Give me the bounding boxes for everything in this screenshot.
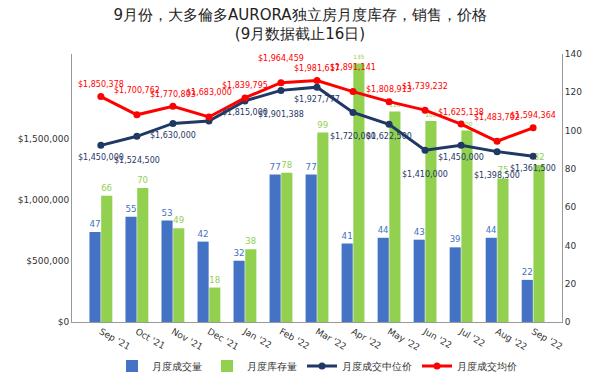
svg-text:44: 44 xyxy=(378,225,389,235)
svg-text:May '22: May '22 xyxy=(386,326,422,352)
svg-text:Feb '22: Feb '22 xyxy=(278,326,311,351)
svg-text:135: 135 xyxy=(353,54,364,60)
svg-text:$1,700,762: $1,700,762 xyxy=(114,86,160,95)
svg-text:月度成交均价: 月度成交均价 xyxy=(457,361,517,372)
svg-text:$1,815,000: $1,815,000 xyxy=(222,108,268,117)
svg-text:39: 39 xyxy=(450,234,461,244)
svg-text:Oct '21: Oct '21 xyxy=(134,326,167,351)
svg-text:$1,927,777: $1,927,777 xyxy=(294,95,340,104)
svg-text:$1,720,000: $1,720,000 xyxy=(330,132,376,141)
svg-text:$1,891,141: $1,891,141 xyxy=(330,63,376,72)
svg-text:110: 110 xyxy=(389,102,400,108)
svg-text:$0: $0 xyxy=(58,317,70,327)
svg-text:$1,683,000: $1,683,000 xyxy=(186,88,232,97)
svg-text:0: 0 xyxy=(565,317,571,327)
svg-text:32: 32 xyxy=(234,248,245,258)
svg-text:$1,770,803: $1,770,803 xyxy=(150,90,196,99)
svg-text:$1,839,795: $1,839,795 xyxy=(222,81,268,90)
svg-text:49: 49 xyxy=(173,215,184,225)
svg-text:$1,483,702: $1,483,702 xyxy=(474,113,520,122)
svg-text:$1,739,232: $1,739,232 xyxy=(402,82,448,91)
svg-text:43: 43 xyxy=(414,227,425,237)
svg-text:$1,981,617: $1,981,617 xyxy=(294,64,340,73)
svg-text:Jun '22: Jun '22 xyxy=(421,326,454,351)
svg-text:105: 105 xyxy=(425,112,436,118)
svg-text:$1,524,500: $1,524,500 xyxy=(114,156,160,165)
svg-text:Sep '22: Sep '22 xyxy=(530,326,564,352)
svg-text:44: 44 xyxy=(486,225,497,235)
svg-text:Jul '22: Jul '22 xyxy=(457,326,487,349)
svg-text:$1,622,500: $1,622,500 xyxy=(366,132,412,141)
svg-text:$500,000: $500,000 xyxy=(26,256,69,266)
svg-text:$1,850,378: $1,850,378 xyxy=(78,80,124,89)
svg-text:月度库存量: 月度库存量 xyxy=(247,361,297,372)
svg-text:Aug '22: Aug '22 xyxy=(494,326,529,352)
svg-text:40: 40 xyxy=(565,241,577,251)
svg-text:$1,398,500: $1,398,500 xyxy=(474,171,520,180)
svg-text:$1,450,000: $1,450,000 xyxy=(438,153,484,162)
svg-text:$1,594,364: $1,594,364 xyxy=(510,111,556,120)
svg-text:77: 77 xyxy=(306,162,317,172)
svg-text:78: 78 xyxy=(281,160,292,170)
svg-text:Dec '21: Dec '21 xyxy=(206,326,241,352)
svg-text:Nov '21: Nov '21 xyxy=(170,326,205,352)
svg-text:$1,000,000: $1,000,000 xyxy=(18,195,70,205)
svg-text:120: 120 xyxy=(565,87,582,97)
svg-text:Mar '22: Mar '22 xyxy=(314,326,348,352)
svg-text:100: 100 xyxy=(461,121,472,127)
svg-text:月度成交中位价: 月度成交中位价 xyxy=(342,361,412,372)
svg-text:66: 66 xyxy=(101,183,112,193)
svg-text:53: 53 xyxy=(162,208,173,218)
svg-text:41: 41 xyxy=(342,231,353,241)
svg-text:$1,630,000: $1,630,000 xyxy=(150,131,196,140)
svg-text:18: 18 xyxy=(209,275,220,285)
svg-text:$1,500,000: $1,500,000 xyxy=(18,134,70,144)
svg-text:$1,361,500: $1,361,500 xyxy=(510,164,556,173)
svg-text:月度成交量: 月度成交量 xyxy=(152,361,202,372)
svg-text:70: 70 xyxy=(137,175,148,185)
svg-text:75: 75 xyxy=(497,165,508,175)
svg-text:55: 55 xyxy=(125,204,136,214)
svg-text:60: 60 xyxy=(565,202,577,212)
svg-text:Apr '22: Apr '22 xyxy=(350,326,383,351)
svg-text:20: 20 xyxy=(565,279,577,289)
svg-text:$1,450,000: $1,450,000 xyxy=(78,153,124,162)
svg-text:47: 47 xyxy=(89,219,100,229)
svg-text:38: 38 xyxy=(245,236,256,246)
svg-text:$1,625,138: $1,625,138 xyxy=(438,108,484,117)
svg-text:22: 22 xyxy=(522,267,533,277)
svg-text:$1,964,459: $1,964,459 xyxy=(258,54,304,63)
svg-text:80: 80 xyxy=(565,164,577,174)
svg-text:Sep '21: Sep '21 xyxy=(98,326,132,352)
svg-text:100: 100 xyxy=(565,126,582,136)
svg-text:$1,410,000: $1,410,000 xyxy=(402,170,448,179)
svg-text:$1,808,913: $1,808,913 xyxy=(366,85,412,94)
svg-text:82: 82 xyxy=(533,152,544,162)
svg-text:9月份，大多倫多AURORA独立房月度库存，销售，价格(9月: 9月份，大多倫多AURORA独立房月度库存，销售，价格(9月数据截止16日) xyxy=(113,6,486,44)
svg-text:140: 140 xyxy=(565,49,582,59)
svg-text:$1,901,388: $1,901,388 xyxy=(258,110,304,119)
svg-text:42: 42 xyxy=(198,229,209,239)
svg-text:99: 99 xyxy=(317,120,328,130)
svg-text:Jan '22: Jan '22 xyxy=(241,326,273,350)
svg-text:77: 77 xyxy=(270,162,281,172)
